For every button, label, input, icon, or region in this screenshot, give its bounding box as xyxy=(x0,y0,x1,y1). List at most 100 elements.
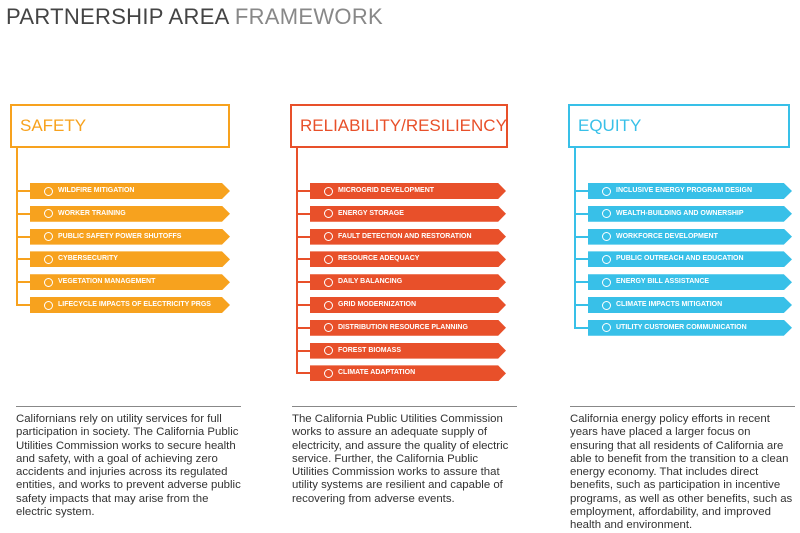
item-circle-icon xyxy=(44,254,53,264)
column-equity: EQUITY INCLUSIVE ENERGY PROGRAM DESIGN WEA… xyxy=(568,0,800,533)
connector-tick xyxy=(296,304,310,306)
item-label: UTILITY CUSTOMER COMMUNICATION xyxy=(616,323,747,331)
item-label: PUBLIC SAFETY POWER SHUTOFFS xyxy=(58,232,182,240)
item-circle-icon xyxy=(324,232,333,242)
framework-item: CLIMATE ADAPTATION xyxy=(310,365,506,382)
item-circle-icon xyxy=(602,300,611,310)
connector-tick xyxy=(574,235,588,238)
item-label: INCLUSIVE ENERGY PROGRAM DESIGN xyxy=(616,187,753,194)
item-circle-icon xyxy=(602,277,611,287)
item-label: DISTRIBUTION RESOURCE PLANNING xyxy=(338,323,468,331)
item-label: WILDFIRE MITIGATION xyxy=(58,187,135,194)
title-light: FRAMEWORK xyxy=(234,4,383,29)
connector-tick xyxy=(574,258,588,261)
connector-tick xyxy=(574,326,588,329)
framework-item: CYBERSECURITY xyxy=(30,251,230,268)
item-label: VEGETATION MANAGEMENT xyxy=(58,278,156,286)
item-circle-icon xyxy=(324,368,333,378)
connector-tick xyxy=(296,258,310,261)
column-description: The California Public Utilities Commissi… xyxy=(292,406,517,506)
connector-tick xyxy=(296,349,310,352)
framework-item: WEALTH-BUILDING AND OWNERSHIP xyxy=(588,205,792,222)
item-circle-icon xyxy=(602,209,611,219)
item-label: FAULT DETECTION AND RESTORATION xyxy=(338,232,472,240)
connector-tick xyxy=(296,212,310,215)
item-label: DAILY BALANCING xyxy=(338,278,403,286)
item-circle-icon xyxy=(324,209,333,219)
item-label: WORKER TRAINING xyxy=(58,209,126,217)
framework-item: FAULT DETECTION AND RESTORATION xyxy=(310,228,506,245)
connector-tick xyxy=(16,281,30,284)
item-circle-icon xyxy=(324,277,333,287)
item-label: ENERGY STORAGE xyxy=(338,209,404,217)
connector-tick xyxy=(574,304,588,306)
item-circle-icon xyxy=(602,232,611,242)
item-circle-icon xyxy=(602,323,611,333)
item-label: PUBLIC OUTREACH AND EDUCATION xyxy=(616,255,744,263)
item-circle-icon xyxy=(44,300,53,310)
connector-tick xyxy=(16,235,30,238)
item-label: FOREST BIOMASS xyxy=(338,346,402,354)
framework-item: UTILITY CUSTOMER COMMUNICATION xyxy=(588,319,792,336)
item-circle-icon xyxy=(44,186,53,196)
framework-item: INCLUSIVE ENERGY PROGRAM DESIGN xyxy=(588,183,792,199)
connector-tick xyxy=(574,212,588,215)
framework-item: ENERGY BILL ASSISTANCE xyxy=(588,274,792,291)
framework-item: GRID MODERNIZATION xyxy=(310,297,506,313)
framework-item: WORKFORCE DEVELOPMENT xyxy=(588,228,792,245)
connector-tick xyxy=(296,190,310,192)
connector-tick xyxy=(296,326,310,329)
connector-tick xyxy=(16,212,30,215)
column-safety: SAFETY WILDFIRE MITIGATION WORKER TRAINING… xyxy=(10,0,250,533)
item-label: CLIMATE IMPACTS MITIGATION xyxy=(616,301,723,308)
page-title: PARTNERSHIP AREA FRAMEWORK xyxy=(6,4,383,30)
framework-item: WORKER TRAINING xyxy=(30,205,230,222)
item-circle-icon xyxy=(324,346,333,356)
connector-spine xyxy=(574,148,576,328)
framework-item: DISTRIBUTION RESOURCE PLANNING xyxy=(310,319,506,336)
framework-item: CLIMATE IMPACTS MITIGATION xyxy=(588,297,792,313)
item-circle-icon xyxy=(44,232,53,242)
item-label: LIFECYCLE IMPACTS OF ELECTRICITY PRGS xyxy=(58,301,211,308)
item-circle-icon xyxy=(44,277,53,287)
framework-item: VEGETATION MANAGEMENT xyxy=(30,274,230,291)
framework-item: LIFECYCLE IMPACTS OF ELECTRICITY PRGS xyxy=(30,297,230,313)
column-header-reliability: RELIABILITY/RESILIENCY xyxy=(290,104,508,148)
column-header-safety: SAFETY xyxy=(10,104,230,148)
framework-item: PUBLIC OUTREACH AND EDUCATION xyxy=(588,251,792,268)
item-label: MICROGRID DEVELOPMENT xyxy=(338,187,435,194)
item-circle-icon xyxy=(324,323,333,333)
framework-item: PUBLIC SAFETY POWER SHUTOFFS xyxy=(30,228,230,245)
connector-spine xyxy=(16,148,18,305)
item-label: WORKFORCE DEVELOPMENT xyxy=(616,232,718,240)
connector-tick xyxy=(16,190,30,192)
item-label: CLIMATE ADAPTATION xyxy=(338,369,416,377)
item-circle-icon xyxy=(324,254,333,264)
framework-item: FOREST BIOMASS xyxy=(310,342,506,359)
title-main: PARTNERSHIP AREA xyxy=(6,4,235,29)
item-circle-icon xyxy=(602,254,611,264)
column-reliability: RELIABILITY/RESILIENCY MICROGRID DEVELOPM… xyxy=(290,0,530,533)
item-label: RESOURCE ADEQUACY xyxy=(338,255,420,263)
framework-item: RESOURCE ADEQUACY xyxy=(310,251,506,268)
connector-tick xyxy=(574,190,588,192)
connector-tick xyxy=(296,281,310,284)
column-description: California energy policy efforts in rece… xyxy=(570,406,795,533)
column-header-equity: EQUITY xyxy=(568,104,790,148)
connector-tick xyxy=(574,281,588,284)
item-circle-icon xyxy=(44,209,53,219)
connector-tick xyxy=(16,258,30,261)
item-label: WEALTH-BUILDING AND OWNERSHIP xyxy=(616,209,744,217)
connector-tick xyxy=(296,235,310,238)
framework-item: WILDFIRE MITIGATION xyxy=(30,183,230,199)
item-label: GRID MODERNIZATION xyxy=(338,301,417,308)
item-circle-icon xyxy=(602,186,611,196)
column-description: Californians rely on utility services fo… xyxy=(16,406,241,519)
connector-tick xyxy=(16,304,30,306)
item-label: CYBERSECURITY xyxy=(58,255,118,263)
item-circle-icon xyxy=(324,300,333,310)
item-circle-icon xyxy=(324,186,333,196)
connector-tick xyxy=(296,372,310,375)
framework-item: ENERGY STORAGE xyxy=(310,205,506,222)
connector-spine xyxy=(296,148,298,374)
